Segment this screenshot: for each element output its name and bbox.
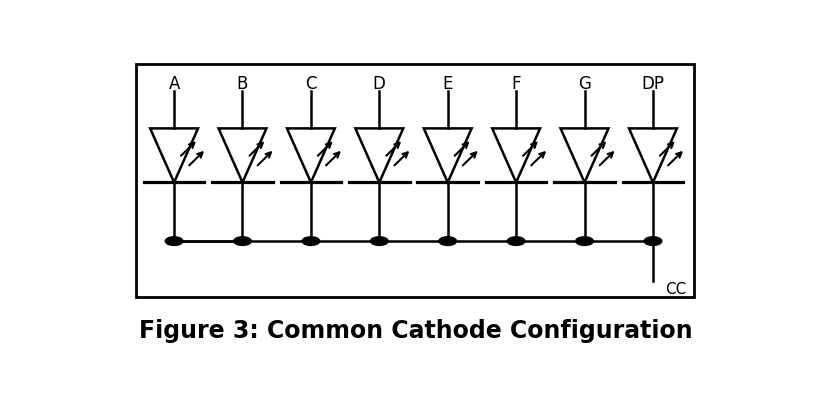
Bar [137,64,694,297]
Text: F: F [511,75,521,93]
Circle shape [439,237,457,245]
Circle shape [644,237,662,245]
Circle shape [302,237,320,245]
Text: DP: DP [641,75,664,93]
Text: C: C [305,75,316,93]
Text: CC: CC [666,282,687,297]
Circle shape [576,237,593,245]
Text: B: B [237,75,248,93]
Circle shape [233,237,251,245]
Text: E: E [442,75,453,93]
Text: Figure 3: Common Cathode Configuration: Figure 3: Common Cathode Configuration [140,319,693,342]
Circle shape [371,237,388,245]
Circle shape [507,237,525,245]
Text: G: G [578,75,591,93]
Text: D: D [373,75,385,93]
Text: A: A [168,75,180,93]
Circle shape [165,237,183,245]
